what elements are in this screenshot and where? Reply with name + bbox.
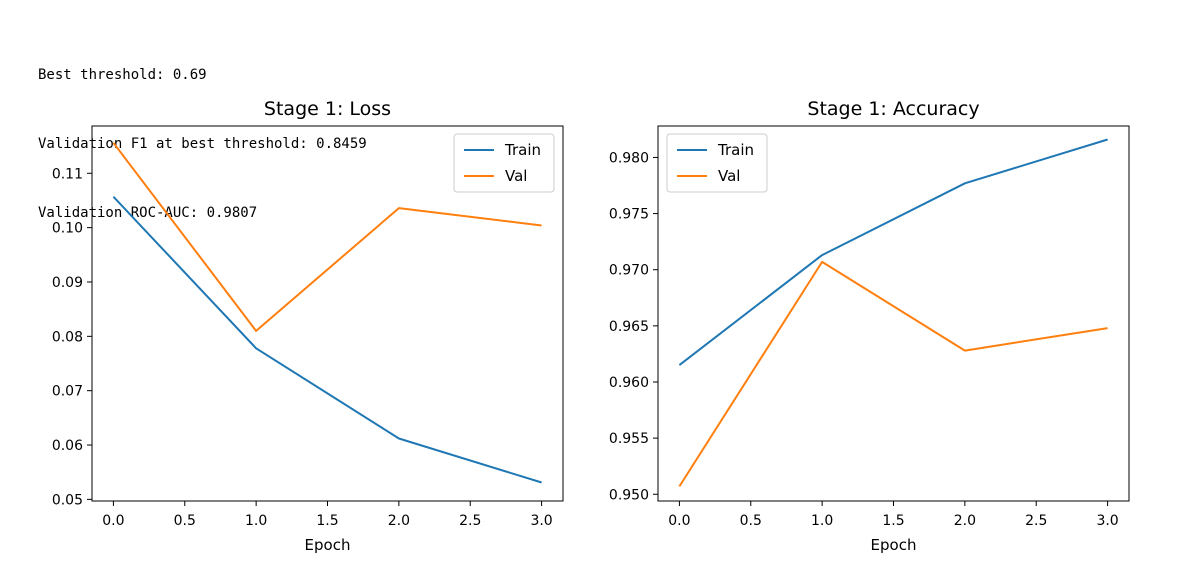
- y-tick-label: 0.970: [609, 263, 649, 279]
- cell-output-text: Best threshold: 0.69 Validation F1 at be…: [38, 18, 367, 248]
- x-tick-label: 0.0: [102, 513, 124, 529]
- series-line-val: [678, 260, 1108, 487]
- y-tick-label: 0.975: [609, 207, 649, 223]
- y-tick-label: 0.980: [609, 150, 649, 166]
- y-tick-label: 0.11: [52, 166, 83, 182]
- x-tick-label: 0.5: [740, 513, 762, 529]
- x-tick-label: 1.5: [316, 513, 338, 529]
- x-tick-label: 1.5: [882, 513, 904, 529]
- series-line-train: [112, 196, 542, 484]
- chart-title: Stage 1: Loss: [264, 98, 391, 120]
- loss-chart: Stage 1: Loss 0.0 0.5 1.0 1.5 2.0 2.5 3.0 0.05 0.…: [52, 98, 564, 554]
- x-tick-label: 3.0: [1096, 513, 1118, 529]
- validation-f1-line: Validation F1 at best threshold: 0.8459: [38, 136, 367, 152]
- x-tick-label: 2.5: [459, 513, 481, 529]
- y-tick-label: 0.10: [52, 221, 83, 237]
- x-tick-label: 3.0: [530, 513, 552, 529]
- y-tick-label: 0.960: [609, 375, 649, 391]
- x-tick-label: 1.0: [245, 513, 267, 529]
- series-line-val: [112, 142, 542, 332]
- legend-box: [453, 133, 555, 193]
- series-line-train: [678, 138, 1108, 366]
- legend-label: Val: [718, 167, 740, 185]
- x-tick-label: 0.0: [668, 513, 690, 529]
- y-tick-label: 0.08: [52, 329, 83, 345]
- chart-title: Stage 1: Accuracy: [807, 98, 979, 120]
- y-tick-label: 0.06: [52, 438, 83, 454]
- legend-label: Val: [505, 167, 527, 185]
- x-tick-label: 2.0: [954, 513, 976, 529]
- x-tick-label: 2.0: [388, 513, 410, 529]
- x-axis-label: Epoch: [305, 536, 351, 554]
- validation-roc-auc-line: Validation ROC-AUC: 0.9807: [38, 205, 258, 221]
- chart-legend: Train Val: [453, 133, 555, 193]
- y-tick-label: 0.955: [609, 431, 649, 447]
- chart-legend: Train Val: [666, 133, 768, 193]
- x-tick-label: 0.5: [174, 513, 196, 529]
- x-axis-label: Epoch: [871, 536, 917, 554]
- legend-label: Train: [717, 141, 754, 159]
- accuracy-chart: Stage 1: Accuracy 0.0 0.5 1.0 1.5 2.0 2.5 3.0 0.…: [609, 98, 1130, 554]
- x-tick-label: 2.5: [1025, 513, 1047, 529]
- y-tick-label: 0.950: [609, 487, 649, 503]
- y-tick-label: 0.07: [52, 384, 83, 400]
- y-tick-label: 0.965: [609, 319, 649, 335]
- y-tick-label: 0.09: [52, 275, 83, 291]
- y-tick-label: 0.05: [52, 492, 83, 508]
- legend-box: [666, 133, 768, 193]
- best-threshold-line: Best threshold: 0.69: [38, 67, 207, 83]
- x-tick-label: 1.0: [811, 513, 833, 529]
- legend-label: Train: [504, 141, 541, 159]
